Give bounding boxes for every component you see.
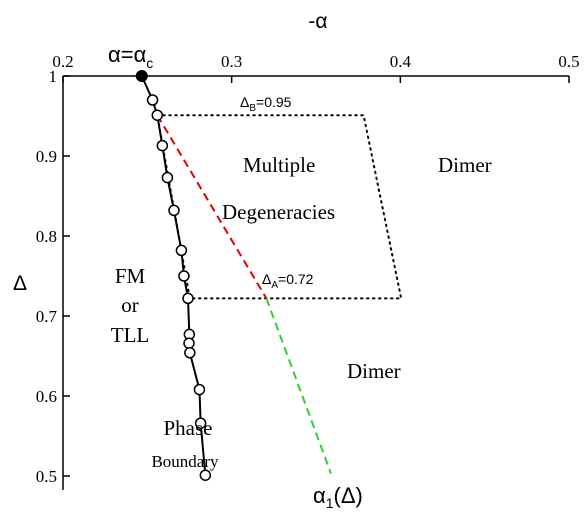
phase-boundary-point [146,94,159,106]
dimer-top-label: Dimer [438,153,492,177]
y-tick-label: 0.7 [36,307,58,326]
multiple-label: Multiple [243,153,315,177]
y-axis-title: Δ [13,272,27,295]
phase-boundary-point [199,469,212,481]
alpha1-label: α1(Δ) [313,483,363,511]
degeneracies-label: Degeneracies [222,200,335,224]
delta-a-label: ΔA=0.72 [262,271,314,291]
alpha-c-label: α=αc [108,42,153,71]
delta-b-value: =0.95 [256,94,292,110]
delta-a-value: =0.72 [278,271,314,287]
x-tick-label: 0.3 [221,52,242,71]
tll-label: TLL [111,323,149,347]
critical-point [135,70,148,82]
phase-boundary-point [151,109,164,121]
delta-a-main: Δ [262,271,271,287]
y-tick-label: 0.6 [36,387,57,406]
x-tick-label: 0.2 [52,52,73,71]
phase-boundary-point [168,204,180,217]
alpha1-sub: 1 [326,495,334,511]
x-tick-label: 0.4 [390,52,412,71]
y-tick-label: 0.9 [36,147,57,166]
y-tick-label: 1 [49,67,58,86]
alpha1-arg: (Δ) [334,483,363,508]
alpha1-main: α [313,483,326,508]
series-layer [135,70,403,481]
x-axis-title: -α [308,10,327,33]
phase-boundary-point [183,337,195,349]
x-tick-label: 0.5 [558,52,579,71]
y-ticks: 1 0.9 0.8 0.7 0.6 0.5 [36,67,70,486]
fm-label: FM [115,264,146,288]
phase-boundary-point [194,417,207,429]
phase-boundary-point [193,383,206,396]
phase-boundary-point [156,139,169,152]
dimer-mid-label: Dimer [347,359,401,383]
or-label: or [121,293,139,317]
phase-boundary-point [184,347,196,359]
delta-b-label: ΔB=0.95 [240,94,292,114]
phase-label: Phase [164,416,213,440]
phase-boundary-point [161,171,174,184]
y-tick-label: 0.5 [36,467,57,486]
x-ticks: 0.2 0.3 0.4 0.5 [52,52,580,83]
phase-boundary-point [178,270,190,282]
y-tick-label: 0.8 [36,227,57,246]
phase-boundary-point [175,244,188,257]
boundary-label: Boundary [151,452,219,471]
alpha-c-main: α=α [108,42,147,67]
alpha-c-sub: c [146,55,153,71]
red-dashed-line [156,114,268,299]
delta-b-main: Δ [240,94,249,110]
green-dashed-line [265,298,332,474]
delta-b-sub: B [249,103,256,114]
phase-boundary-point [182,292,194,305]
delta-a-sub: A [271,280,278,291]
